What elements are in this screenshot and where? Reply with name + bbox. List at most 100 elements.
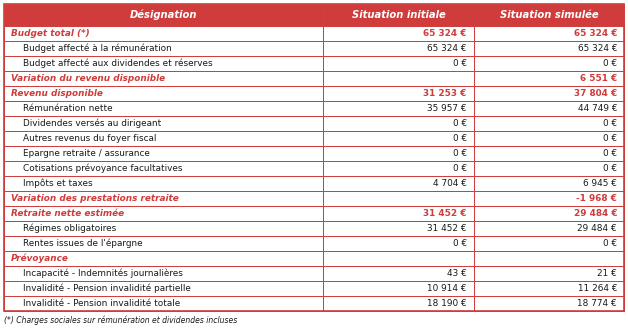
Text: Rémunération nette: Rémunération nette	[23, 104, 112, 113]
Bar	[323, 146, 474, 161]
Text: Variation des prestations retraite: Variation des prestations retraite	[11, 194, 179, 203]
Bar	[474, 26, 624, 41]
Text: 18 774 €: 18 774 €	[577, 299, 617, 308]
Text: 0 €: 0 €	[453, 239, 467, 248]
Bar	[474, 131, 624, 146]
Text: Invalidité - Pension invalidité totale: Invalidité - Pension invalidité totale	[23, 299, 180, 308]
Bar	[474, 86, 624, 101]
Bar	[323, 86, 474, 101]
Text: 11 264 €: 11 264 €	[578, 284, 617, 293]
Bar	[323, 266, 474, 281]
Text: Retraite nette estimée: Retraite nette estimée	[11, 209, 124, 218]
Bar	[474, 71, 624, 86]
Text: 0 €: 0 €	[453, 134, 467, 143]
Text: 21 €: 21 €	[597, 269, 617, 278]
Text: 0 €: 0 €	[453, 164, 467, 173]
Bar	[323, 101, 474, 116]
Bar	[474, 4, 624, 26]
Bar	[4, 206, 323, 221]
Bar	[4, 41, 323, 56]
Text: Dividendes versés au dirigeant: Dividendes versés au dirigeant	[23, 119, 161, 128]
Text: 0 €: 0 €	[603, 59, 617, 68]
Bar	[323, 221, 474, 236]
Text: Désignation: Désignation	[130, 10, 197, 20]
Bar	[323, 206, 474, 221]
Bar	[4, 131, 323, 146]
Bar	[323, 161, 474, 176]
Text: Budget affecté à la rémunération: Budget affecté à la rémunération	[23, 44, 171, 53]
Bar	[4, 191, 323, 206]
Text: Epargne retraite / assurance: Epargne retraite / assurance	[23, 149, 150, 158]
Bar	[323, 56, 474, 71]
Bar	[4, 116, 323, 131]
Text: 6 551 €: 6 551 €	[580, 74, 617, 83]
Bar	[323, 71, 474, 86]
Text: (*) Charges sociales sur rémunération et dividendes incluses: (*) Charges sociales sur rémunération et…	[4, 315, 237, 325]
Bar	[4, 176, 323, 191]
Text: 0 €: 0 €	[603, 164, 617, 173]
Text: Budget affecté aux dividendes et réserves: Budget affecté aux dividendes et réserve…	[23, 59, 213, 68]
Bar	[474, 251, 624, 266]
Text: Cotisations prévoyance facultatives: Cotisations prévoyance facultatives	[23, 164, 183, 173]
Bar	[323, 41, 474, 56]
Bar	[474, 176, 624, 191]
Bar	[323, 251, 474, 266]
Bar	[474, 191, 624, 206]
Text: Régimes obligatoires: Régimes obligatoires	[23, 224, 116, 233]
Text: 65 324 €: 65 324 €	[573, 29, 617, 38]
Bar	[474, 161, 624, 176]
Bar	[474, 266, 624, 281]
Text: Situation initiale: Situation initiale	[352, 10, 445, 20]
Bar	[4, 266, 323, 281]
Text: 0 €: 0 €	[453, 149, 467, 158]
Text: Incapacité - Indemnités journalières: Incapacité - Indemnités journalières	[23, 269, 183, 278]
Text: Rentes issues de l'épargne: Rentes issues de l'épargne	[23, 239, 143, 248]
Text: -1 968 €: -1 968 €	[577, 194, 617, 203]
Bar	[323, 116, 474, 131]
Bar	[474, 236, 624, 251]
Text: Autres revenus du foyer fiscal: Autres revenus du foyer fiscal	[23, 134, 156, 143]
Text: 0 €: 0 €	[453, 59, 467, 68]
Bar	[4, 296, 323, 311]
Text: 0 €: 0 €	[603, 119, 617, 128]
Text: Impôts et taxes: Impôts et taxes	[23, 179, 92, 188]
Text: 18 190 €: 18 190 €	[427, 299, 467, 308]
Bar	[474, 56, 624, 71]
Text: 65 324 €: 65 324 €	[578, 44, 617, 53]
Text: Revenu disponible: Revenu disponible	[11, 89, 103, 98]
Text: 43 €: 43 €	[447, 269, 467, 278]
Bar	[323, 131, 474, 146]
Bar	[323, 4, 474, 26]
Text: Prévoyance: Prévoyance	[11, 254, 69, 263]
Text: 31 452 €: 31 452 €	[423, 209, 467, 218]
Bar	[4, 71, 323, 86]
Bar	[323, 176, 474, 191]
Text: 31 452 €: 31 452 €	[427, 224, 467, 233]
Bar	[474, 206, 624, 221]
Text: 29 484 €: 29 484 €	[573, 209, 617, 218]
Bar	[4, 4, 323, 26]
Text: Variation du revenu disponible: Variation du revenu disponible	[11, 74, 165, 83]
Text: 44 749 €: 44 749 €	[578, 104, 617, 113]
Text: Situation simulée: Situation simulée	[499, 10, 598, 20]
Bar	[4, 86, 323, 101]
Text: 35 957 €: 35 957 €	[427, 104, 467, 113]
Text: 0 €: 0 €	[453, 119, 467, 128]
Bar	[323, 191, 474, 206]
Text: 10 914 €: 10 914 €	[427, 284, 467, 293]
Bar	[323, 296, 474, 311]
Text: 65 324 €: 65 324 €	[423, 29, 467, 38]
Bar	[4, 221, 323, 236]
Bar	[474, 116, 624, 131]
Bar	[4, 236, 323, 251]
Bar	[4, 26, 323, 41]
Bar	[474, 41, 624, 56]
Text: 0 €: 0 €	[603, 134, 617, 143]
Bar	[474, 221, 624, 236]
Bar	[474, 296, 624, 311]
Bar	[474, 281, 624, 296]
Bar	[474, 146, 624, 161]
Bar	[474, 101, 624, 116]
Text: 37 804 €: 37 804 €	[574, 89, 617, 98]
Bar	[323, 26, 474, 41]
